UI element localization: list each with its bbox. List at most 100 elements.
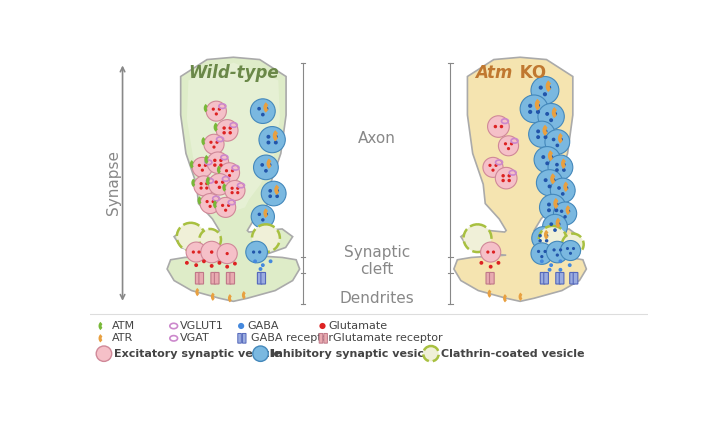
Circle shape xyxy=(543,214,567,239)
Circle shape xyxy=(544,250,546,253)
Circle shape xyxy=(540,255,544,258)
Circle shape xyxy=(258,213,261,216)
Circle shape xyxy=(501,179,505,182)
Circle shape xyxy=(221,180,225,184)
Circle shape xyxy=(500,125,503,128)
Circle shape xyxy=(225,265,229,269)
Circle shape xyxy=(549,222,553,226)
Circle shape xyxy=(560,240,580,260)
Circle shape xyxy=(207,152,229,174)
Circle shape xyxy=(549,155,553,159)
Circle shape xyxy=(236,191,239,194)
Circle shape xyxy=(252,251,255,254)
Wedge shape xyxy=(273,130,278,141)
Circle shape xyxy=(550,178,575,203)
Circle shape xyxy=(209,174,230,195)
Text: Inhibitory synaptic vesicle: Inhibitory synaptic vesicle xyxy=(271,349,435,359)
Circle shape xyxy=(567,210,570,213)
Circle shape xyxy=(269,259,272,263)
Circle shape xyxy=(554,202,577,225)
Wedge shape xyxy=(211,293,215,301)
Circle shape xyxy=(539,194,566,220)
Circle shape xyxy=(498,136,518,156)
Circle shape xyxy=(186,242,206,262)
Circle shape xyxy=(539,226,567,254)
Circle shape xyxy=(563,215,567,218)
Circle shape xyxy=(194,176,214,196)
Circle shape xyxy=(552,248,556,251)
Circle shape xyxy=(210,264,214,268)
Circle shape xyxy=(536,129,540,134)
Wedge shape xyxy=(556,218,560,228)
Circle shape xyxy=(264,213,268,216)
Circle shape xyxy=(275,194,279,198)
Circle shape xyxy=(538,103,564,129)
Circle shape xyxy=(547,85,552,89)
FancyBboxPatch shape xyxy=(319,333,323,343)
Circle shape xyxy=(562,163,566,166)
Circle shape xyxy=(545,234,549,237)
Circle shape xyxy=(199,229,221,251)
Circle shape xyxy=(201,241,222,263)
Text: Glutamate: Glutamate xyxy=(329,321,388,331)
Circle shape xyxy=(210,141,212,144)
Wedge shape xyxy=(535,99,540,110)
Circle shape xyxy=(557,222,561,226)
Circle shape xyxy=(198,164,201,167)
Circle shape xyxy=(549,118,553,122)
Wedge shape xyxy=(558,133,563,143)
Circle shape xyxy=(552,178,556,182)
Circle shape xyxy=(258,251,261,254)
Circle shape xyxy=(253,259,257,263)
Circle shape xyxy=(217,261,221,265)
Circle shape xyxy=(564,186,568,190)
Wedge shape xyxy=(566,205,570,215)
Circle shape xyxy=(504,142,507,146)
Circle shape xyxy=(251,205,274,228)
Circle shape xyxy=(261,218,264,222)
Circle shape xyxy=(562,168,566,172)
Circle shape xyxy=(487,116,509,138)
Circle shape xyxy=(536,170,563,196)
Circle shape xyxy=(548,268,552,272)
Circle shape xyxy=(258,267,262,271)
Circle shape xyxy=(192,251,195,254)
Circle shape xyxy=(531,243,553,264)
Wedge shape xyxy=(242,291,246,299)
FancyBboxPatch shape xyxy=(540,272,545,284)
Circle shape xyxy=(215,141,219,144)
Circle shape xyxy=(528,104,532,108)
Circle shape xyxy=(536,135,540,139)
Circle shape xyxy=(197,251,201,254)
Circle shape xyxy=(568,263,572,267)
Polygon shape xyxy=(187,63,280,211)
Circle shape xyxy=(537,250,540,253)
Text: VGLUT1: VGLUT1 xyxy=(180,321,224,331)
Circle shape xyxy=(539,85,543,89)
Circle shape xyxy=(544,135,547,139)
FancyBboxPatch shape xyxy=(215,272,219,284)
Circle shape xyxy=(508,179,511,182)
Circle shape xyxy=(528,110,532,114)
Circle shape xyxy=(464,224,492,252)
Wedge shape xyxy=(214,123,218,132)
FancyBboxPatch shape xyxy=(556,272,560,284)
Circle shape xyxy=(266,141,271,145)
Circle shape xyxy=(269,189,272,193)
Circle shape xyxy=(205,200,209,203)
Wedge shape xyxy=(204,104,207,113)
Circle shape xyxy=(510,142,513,146)
Polygon shape xyxy=(167,57,300,301)
Wedge shape xyxy=(192,178,195,187)
Circle shape xyxy=(252,224,280,252)
Circle shape xyxy=(266,135,271,139)
Circle shape xyxy=(557,186,561,190)
FancyBboxPatch shape xyxy=(559,272,564,284)
Circle shape xyxy=(559,259,562,263)
Circle shape xyxy=(508,174,511,178)
Circle shape xyxy=(541,155,545,159)
Circle shape xyxy=(507,147,510,150)
Circle shape xyxy=(205,182,208,185)
Text: GABA: GABA xyxy=(248,321,279,331)
Circle shape xyxy=(220,163,240,183)
